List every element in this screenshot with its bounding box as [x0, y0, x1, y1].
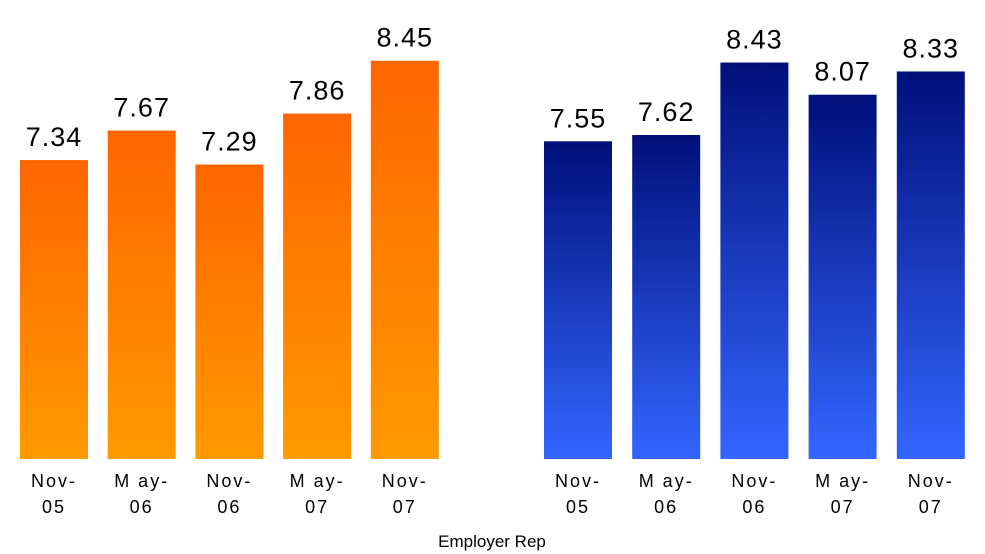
x-tick-label: 06	[742, 497, 766, 517]
data-label: 7.62	[638, 97, 695, 127]
bar-left-0	[20, 160, 88, 459]
bar-right-3	[808, 94, 877, 460]
x-tick-label: Nov-	[908, 471, 954, 491]
x-tick-label: 06	[217, 497, 241, 517]
bar-right-4	[896, 71, 965, 459]
x-tick-label: M ay-	[114, 471, 169, 491]
bar-right-2	[720, 62, 789, 459]
bar-right-0	[544, 141, 612, 459]
x-tick-label: 07	[831, 497, 855, 517]
x-tick-label: 05	[42, 497, 66, 517]
x-tick-label: Nov-	[382, 471, 428, 491]
x-tick-label: 05	[566, 497, 590, 517]
bar-right-1	[632, 135, 701, 459]
bar-left-4	[370, 60, 439, 459]
data-label: 7.29	[201, 127, 258, 157]
x-axis-title: Employer Rep	[438, 532, 546, 551]
x-tick-label: 07	[919, 497, 943, 517]
x-tick-label: Nov-	[206, 471, 252, 491]
data-label: 8.45	[377, 23, 434, 53]
x-tick-label: Nov-	[555, 471, 601, 491]
x-tick-label: M ay-	[290, 471, 345, 491]
x-tick-label: 06	[130, 497, 154, 517]
data-label: 7.34	[26, 122, 83, 152]
chart-right: 7.55 Nov- 05 7.62 M ay- 06 8.43 Nov- 06 8.07 M ay-…	[544, 25, 965, 517]
bar-left-2	[195, 164, 264, 460]
x-tick-label: Nov-	[731, 471, 777, 491]
x-tick-label: M ay-	[639, 471, 694, 491]
x-tick-label: 06	[654, 497, 678, 517]
data-label: 8.43	[726, 25, 783, 55]
data-label: 8.07	[814, 57, 871, 87]
data-label: 7.55	[550, 103, 607, 133]
data-label: 7.86	[289, 76, 346, 106]
x-tick-label: 07	[305, 497, 329, 517]
chart-left: 7.34 Nov- 05 7.67 M ay- 06 7.29 Nov- 06 7.86 M ay-…	[20, 23, 439, 517]
data-label: 8.33	[903, 33, 960, 63]
x-tick-label: 07	[393, 497, 417, 517]
bar-left-3	[283, 113, 352, 459]
bar-left-1	[107, 130, 176, 459]
data-label: 7.67	[113, 93, 170, 123]
x-tick-label: Nov-	[31, 471, 77, 491]
x-tick-label: M ay-	[815, 471, 870, 491]
